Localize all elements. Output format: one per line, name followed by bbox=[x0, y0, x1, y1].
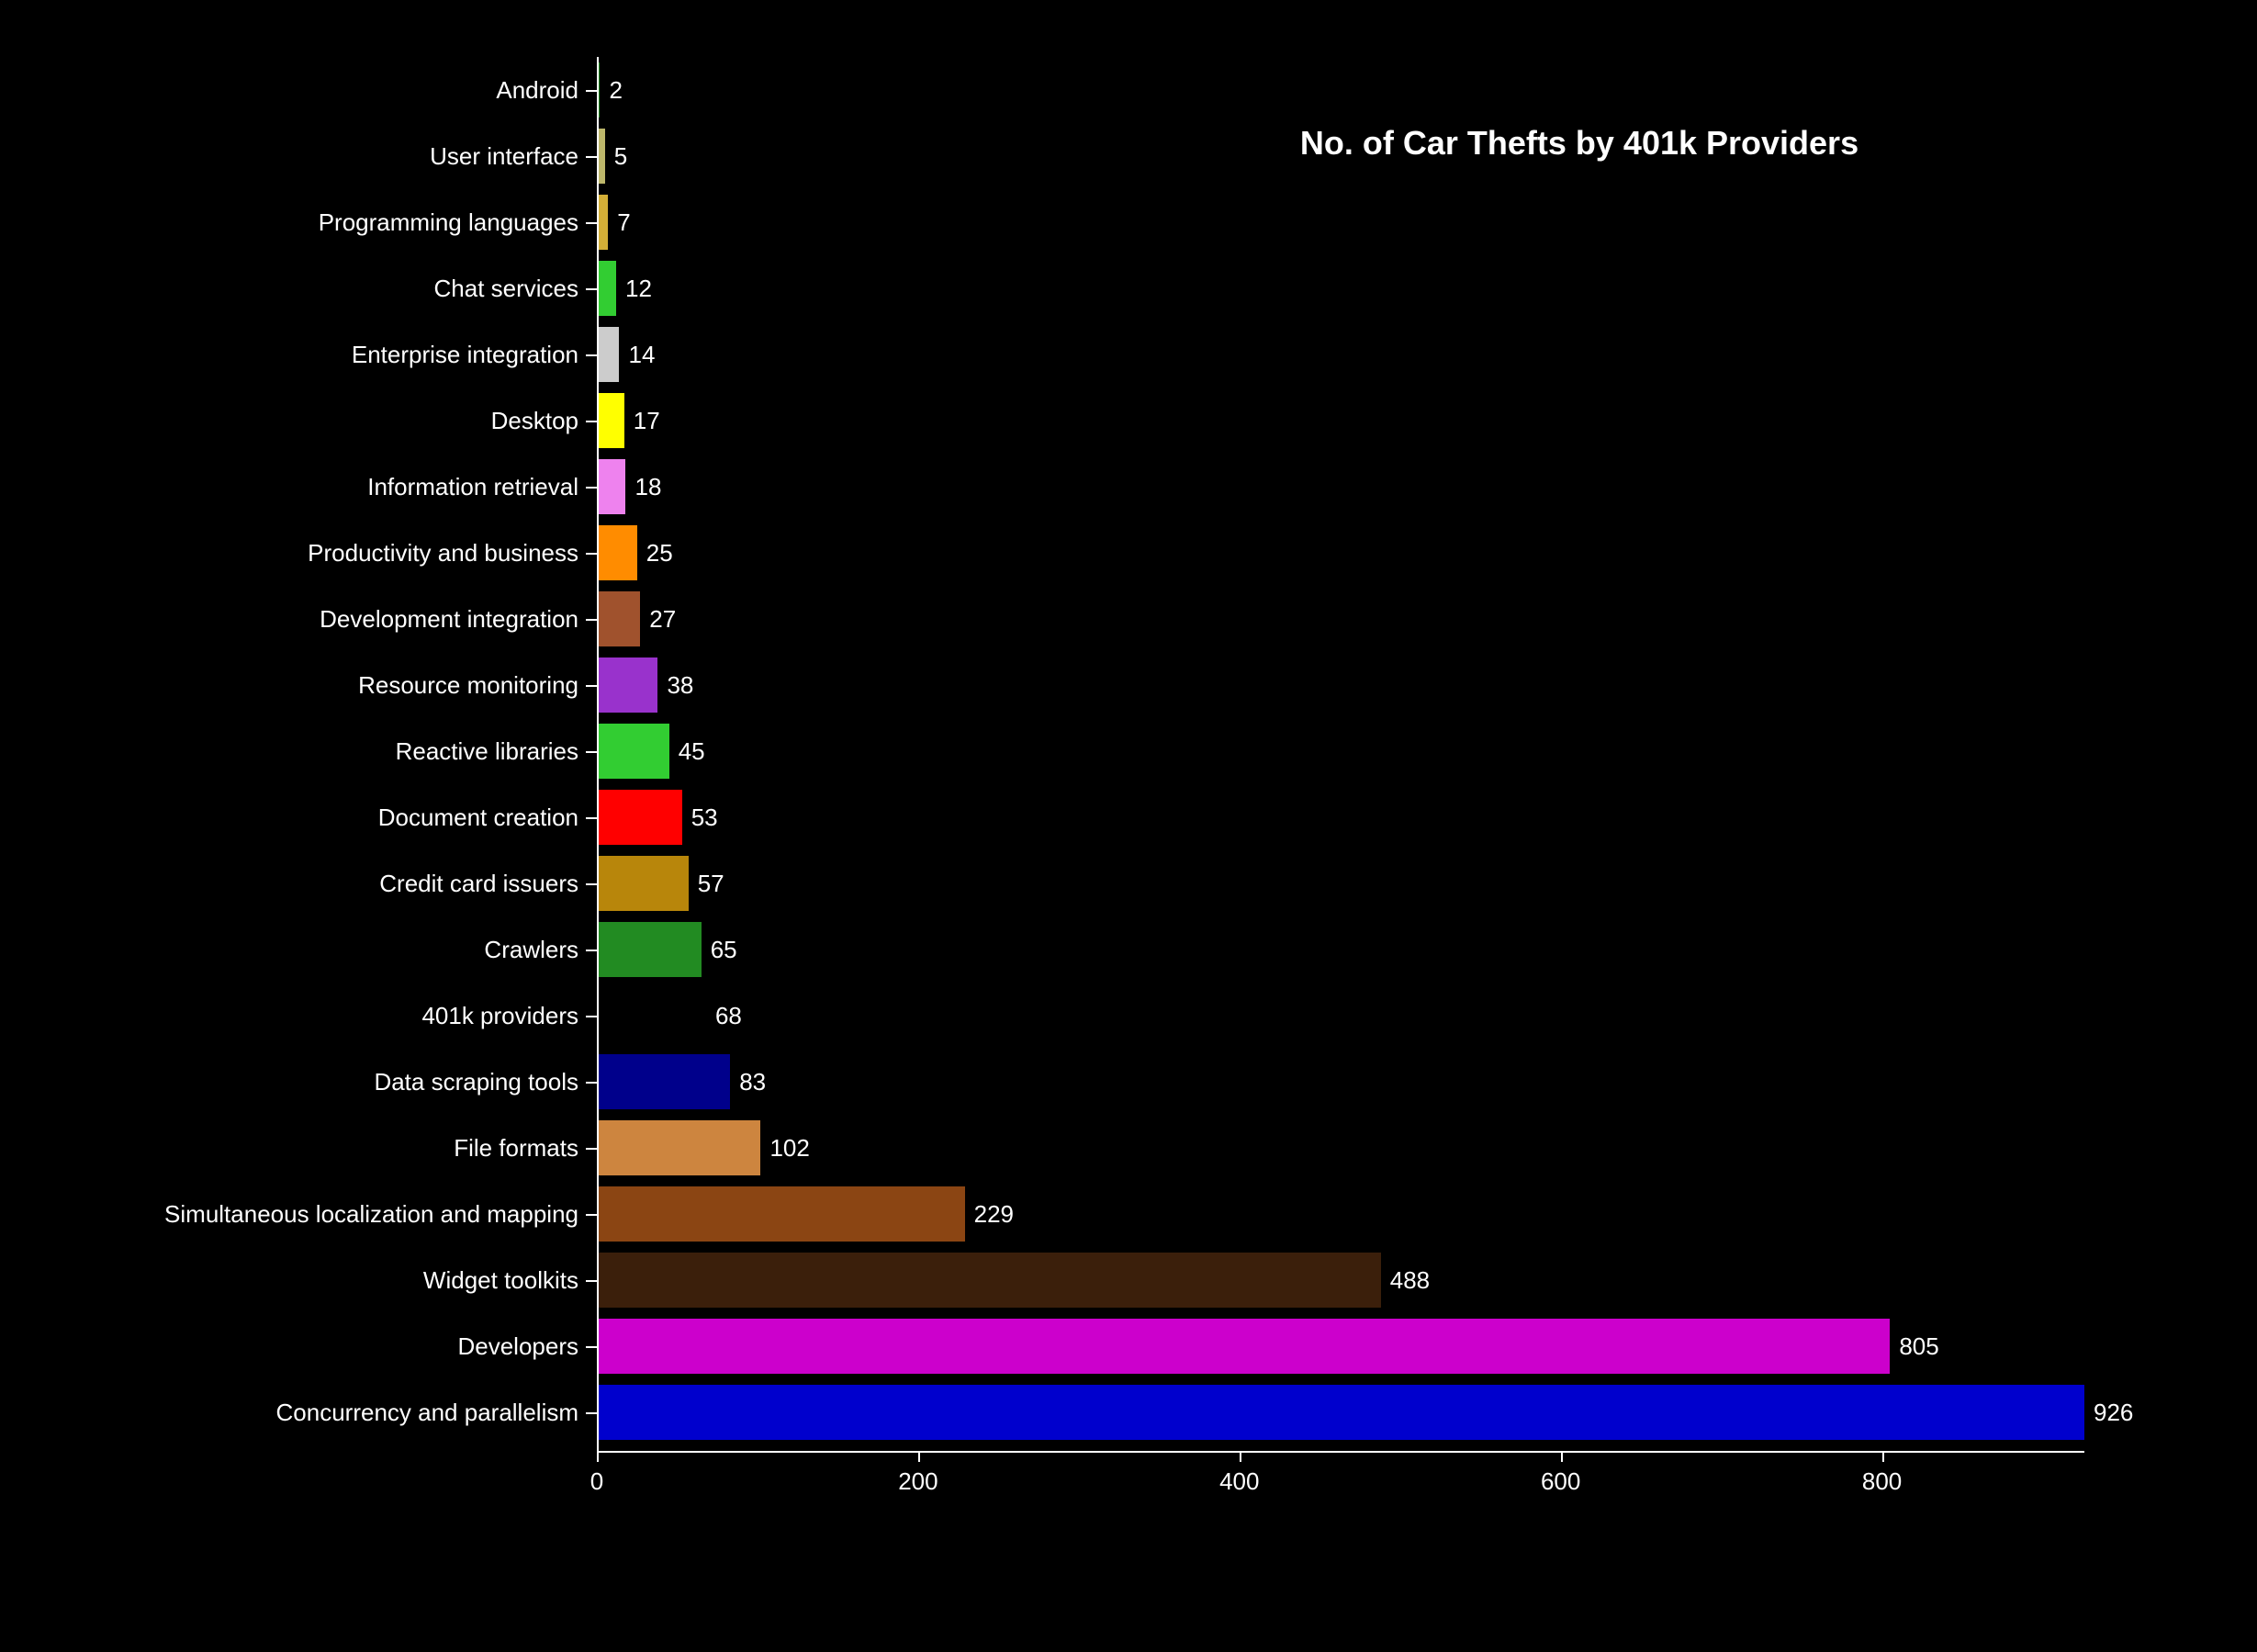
bar-value: 83 bbox=[739, 1068, 766, 1096]
bar-value: 18 bbox=[634, 473, 661, 501]
y-tick bbox=[586, 1082, 597, 1084]
bar bbox=[597, 327, 619, 382]
y-tick bbox=[586, 156, 597, 158]
bar bbox=[597, 790, 682, 845]
bar-category-label: Reactive libraries bbox=[0, 737, 578, 766]
bar-value: 805 bbox=[1899, 1332, 1938, 1361]
x-tick bbox=[918, 1451, 920, 1462]
bar-category-label: Development integration bbox=[0, 605, 578, 634]
x-axis-line bbox=[597, 1451, 2084, 1453]
bar-category-label: Crawlers bbox=[0, 936, 578, 964]
x-tick bbox=[1240, 1451, 1241, 1462]
bar-value: 27 bbox=[649, 605, 676, 634]
bar-category-label: Productivity and business bbox=[0, 539, 578, 568]
y-tick bbox=[586, 553, 597, 555]
bar-value: 25 bbox=[646, 539, 673, 568]
y-axis-line bbox=[597, 57, 599, 1451]
bar-value: 102 bbox=[769, 1134, 809, 1163]
bar bbox=[597, 1319, 1890, 1374]
bar-category-label: Android bbox=[0, 76, 578, 105]
bar bbox=[597, 988, 706, 1043]
y-tick bbox=[586, 354, 597, 356]
x-tick-label: 0 bbox=[590, 1467, 603, 1496]
bar-category-label: Concurrency and parallelism bbox=[0, 1399, 578, 1427]
plot-area: 0200400600800 25712141718252738455357656… bbox=[597, 0, 2084, 1488]
bar-category-label: File formats bbox=[0, 1134, 578, 1163]
bar-value: 68 bbox=[715, 1002, 742, 1030]
bar-category-label: Document creation bbox=[0, 804, 578, 832]
bar-category-label: Widget toolkits bbox=[0, 1266, 578, 1295]
y-tick bbox=[586, 222, 597, 224]
bar-value: 65 bbox=[711, 936, 737, 964]
bar-value: 45 bbox=[679, 737, 705, 766]
bar-category-label: Resource monitoring bbox=[0, 671, 578, 700]
bar bbox=[597, 1120, 760, 1175]
bar bbox=[597, 657, 657, 713]
bar-value: 17 bbox=[634, 407, 660, 435]
y-tick bbox=[586, 90, 597, 92]
y-tick bbox=[586, 1346, 597, 1348]
x-tick-label: 200 bbox=[898, 1467, 938, 1496]
bar-category-label: Developers bbox=[0, 1332, 578, 1361]
bar bbox=[597, 1186, 965, 1242]
chart-container: No. of Car Thefts by 401k Providers 0200… bbox=[0, 0, 2257, 1652]
y-tick bbox=[586, 421, 597, 422]
y-tick bbox=[586, 950, 597, 951]
bar-category-label: 401k providers bbox=[0, 1002, 578, 1030]
bar bbox=[597, 724, 669, 779]
y-tick bbox=[586, 1214, 597, 1216]
y-tick bbox=[586, 619, 597, 621]
x-tick-label: 600 bbox=[1541, 1467, 1580, 1496]
y-tick bbox=[586, 288, 597, 290]
bar bbox=[597, 261, 616, 316]
bar bbox=[597, 922, 702, 977]
y-tick bbox=[586, 1016, 597, 1017]
bar-category-label: Enterprise integration bbox=[0, 341, 578, 369]
bar-category-label: User interface bbox=[0, 142, 578, 171]
bar-value: 14 bbox=[628, 341, 655, 369]
bar bbox=[597, 1253, 1381, 1308]
x-tick bbox=[1882, 1451, 1884, 1462]
bar-category-label: Information retrieval bbox=[0, 473, 578, 501]
bar-value: 57 bbox=[698, 870, 724, 898]
bar bbox=[597, 1385, 2084, 1440]
y-tick bbox=[586, 1280, 597, 1282]
bar bbox=[597, 856, 689, 911]
bar-value: 38 bbox=[667, 671, 693, 700]
bar-value: 2 bbox=[609, 76, 622, 105]
y-tick bbox=[586, 883, 597, 885]
bar bbox=[597, 393, 624, 448]
y-tick bbox=[586, 685, 597, 687]
bar bbox=[597, 525, 637, 580]
bar bbox=[597, 459, 625, 514]
bar-value: 12 bbox=[625, 275, 652, 303]
bar-value: 53 bbox=[691, 804, 718, 832]
x-tick-label: 400 bbox=[1219, 1467, 1259, 1496]
x-tick bbox=[1561, 1451, 1563, 1462]
bar-value: 488 bbox=[1390, 1266, 1430, 1295]
bar-value: 926 bbox=[2094, 1399, 2133, 1427]
bar-value: 7 bbox=[617, 208, 630, 237]
bar-category-label: Desktop bbox=[0, 407, 578, 435]
bar-value: 229 bbox=[974, 1200, 1014, 1229]
bar bbox=[597, 591, 640, 646]
bar-category-label: Simultaneous localization and mapping bbox=[0, 1200, 578, 1229]
bar-category-label: Chat services bbox=[0, 275, 578, 303]
y-tick bbox=[586, 751, 597, 753]
y-tick bbox=[586, 1412, 597, 1414]
x-tick bbox=[597, 1451, 599, 1462]
y-tick bbox=[586, 487, 597, 489]
y-tick bbox=[586, 1148, 597, 1150]
bar-category-label: Programming languages bbox=[0, 208, 578, 237]
bar-value: 5 bbox=[614, 142, 627, 171]
bar-category-label: Data scraping tools bbox=[0, 1068, 578, 1096]
bar-category-label: Credit card issuers bbox=[0, 870, 578, 898]
bar bbox=[597, 1054, 730, 1109]
y-tick bbox=[586, 817, 597, 819]
x-tick-label: 800 bbox=[1862, 1467, 1902, 1496]
